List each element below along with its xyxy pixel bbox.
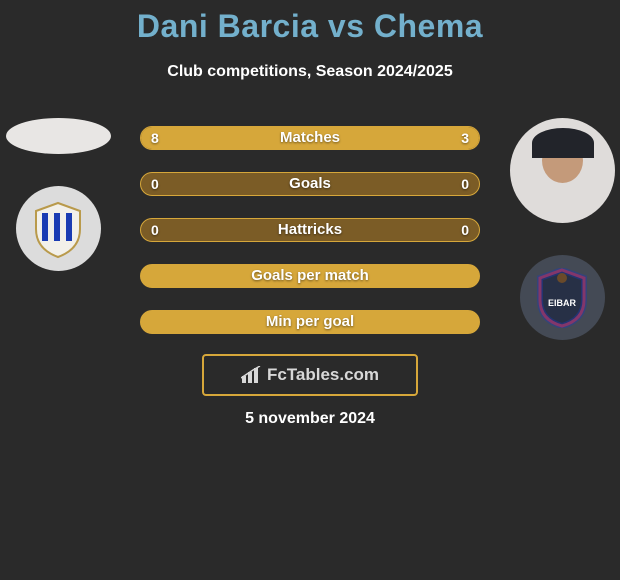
stat-label: Goals (141, 173, 479, 195)
page-title: Dani Barcia vs Chema (0, 0, 620, 45)
right-player-column: EIBAR (512, 118, 612, 340)
watermark-inner: FcTables.com (241, 365, 379, 385)
watermark-text: FcTables.com (267, 365, 379, 385)
stat-label: Goals per match (141, 265, 479, 287)
bar-chart-icon (241, 366, 263, 384)
right-club-badge: EIBAR (520, 255, 605, 340)
left-player-column (8, 118, 108, 271)
left-club-badge (16, 186, 101, 271)
date-label: 5 november 2024 (0, 410, 620, 428)
left-player-avatar (6, 118, 111, 154)
shield-icon: EIBAR (536, 268, 588, 328)
stat-label: Min per goal (141, 311, 479, 333)
svg-text:EIBAR: EIBAR (548, 298, 577, 308)
right-player-avatar (510, 118, 615, 223)
stat-value-right: 3 (461, 127, 469, 149)
shield-icon (28, 199, 88, 259)
stat-value-right: 0 (461, 173, 469, 195)
stat-row-goals: 0 Goals 0 (140, 172, 480, 196)
stat-label: Matches (141, 127, 479, 149)
stat-row-hattricks: 0 Hattricks 0 (140, 218, 480, 242)
stat-row-min-per-goal: Min per goal (140, 310, 480, 334)
stat-row-goals-per-match: Goals per match (140, 264, 480, 288)
stat-value-right: 0 (461, 219, 469, 241)
stat-label: Hattricks (141, 219, 479, 241)
watermark-badge: FcTables.com (202, 354, 418, 396)
stat-row-matches: 8 Matches 3 (140, 126, 480, 150)
subtitle: Club competitions, Season 2024/2025 (0, 63, 620, 81)
stats-bars: 8 Matches 3 0 Goals 0 0 Hattricks 0 Goal… (140, 126, 480, 334)
